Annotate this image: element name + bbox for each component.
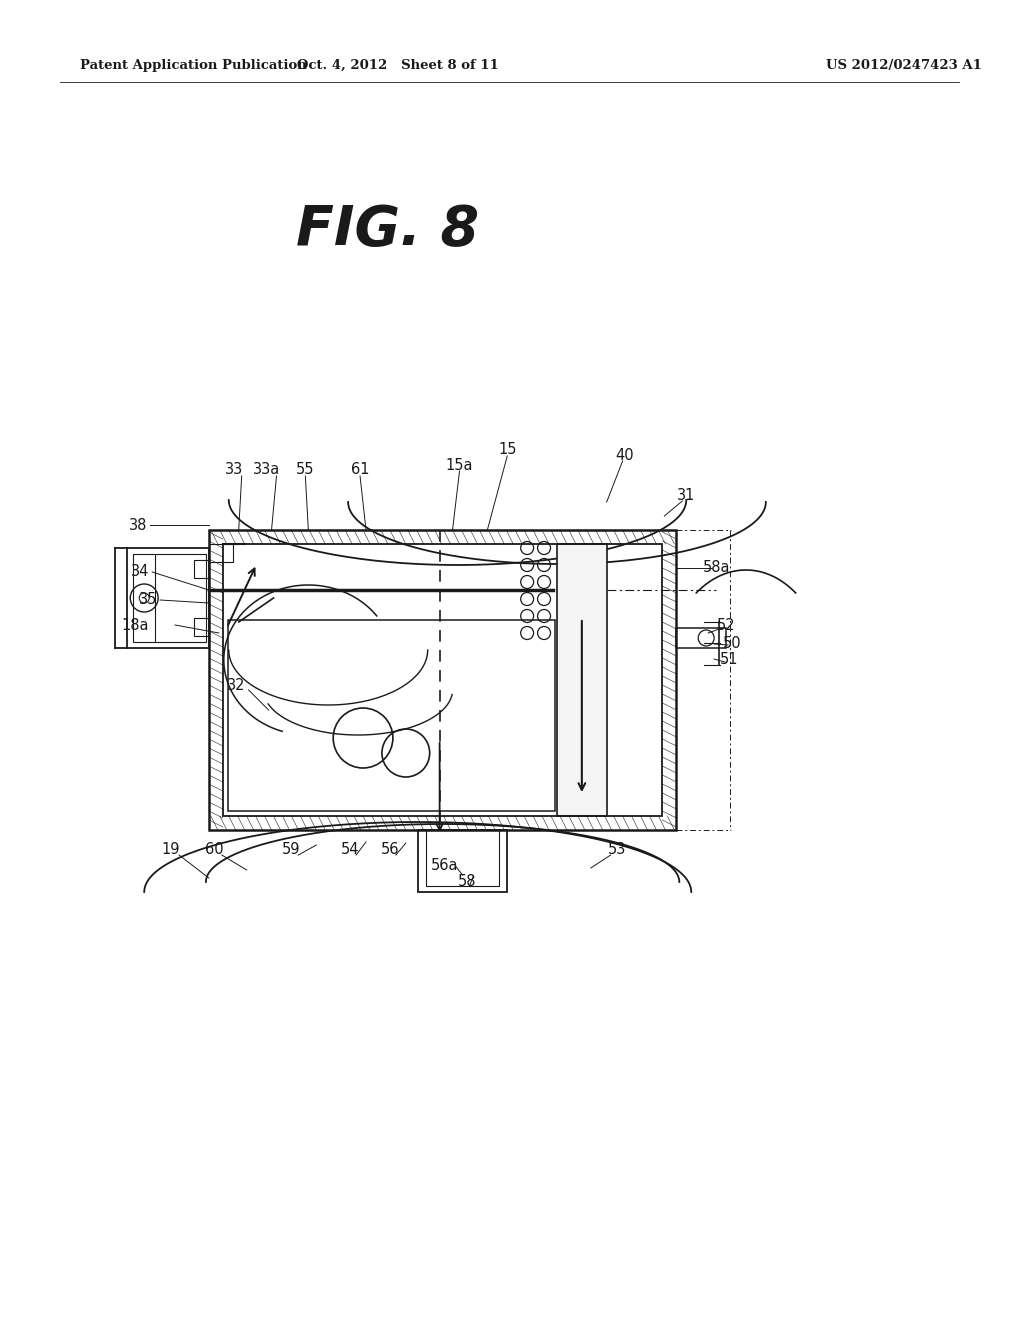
Text: 54: 54: [341, 842, 359, 858]
Text: 34: 34: [131, 565, 150, 579]
Text: 38: 38: [129, 517, 147, 532]
Text: 56: 56: [381, 842, 399, 858]
Text: US 2012/0247423 A1: US 2012/0247423 A1: [825, 58, 981, 71]
Text: 56a: 56a: [431, 858, 459, 874]
Text: Patent Application Publication: Patent Application Publication: [80, 58, 306, 71]
Text: FIG. 8: FIG. 8: [296, 203, 479, 257]
Text: 33: 33: [224, 462, 243, 478]
Text: 59: 59: [283, 842, 301, 858]
Polygon shape: [557, 544, 606, 816]
Text: 58: 58: [458, 874, 477, 890]
Text: 61: 61: [351, 462, 370, 478]
Text: 15a: 15a: [445, 458, 473, 473]
Text: 51: 51: [720, 652, 738, 668]
Text: 33a: 33a: [253, 462, 281, 478]
Text: 40: 40: [615, 447, 634, 462]
Text: 50: 50: [723, 635, 741, 651]
Text: 55: 55: [296, 462, 314, 478]
Text: Oct. 4, 2012   Sheet 8 of 11: Oct. 4, 2012 Sheet 8 of 11: [297, 58, 499, 71]
Text: 18a: 18a: [122, 618, 150, 632]
Text: 19: 19: [162, 842, 180, 858]
Text: 52: 52: [717, 619, 735, 634]
Text: 60: 60: [205, 842, 223, 858]
Text: 32: 32: [226, 677, 245, 693]
Text: 53: 53: [607, 842, 626, 858]
Text: 31: 31: [677, 487, 695, 503]
Text: 35: 35: [139, 593, 157, 607]
Text: 15: 15: [498, 442, 516, 458]
Text: 58a: 58a: [702, 561, 730, 576]
